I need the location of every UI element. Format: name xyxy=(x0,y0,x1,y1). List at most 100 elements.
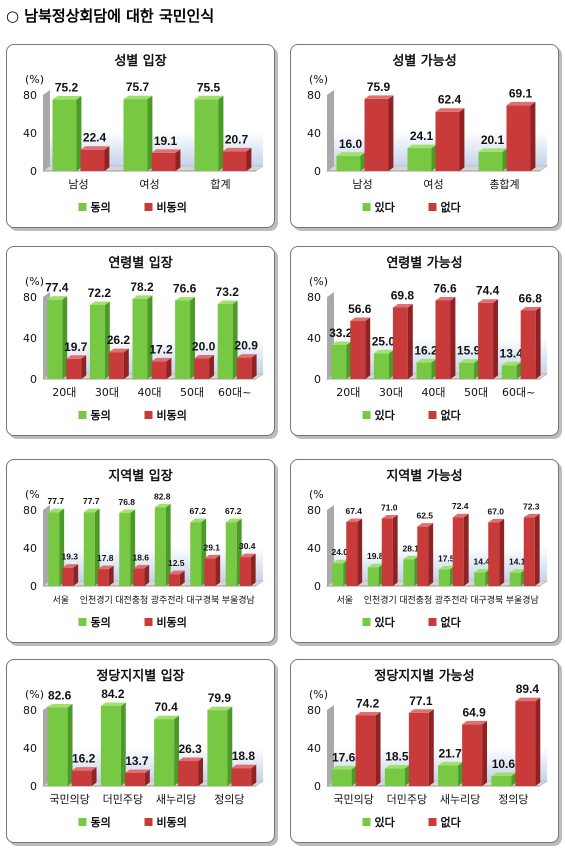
data-label: 18.5 xyxy=(385,749,409,763)
x-tick-label: 60대~ xyxy=(218,386,251,399)
bar-top xyxy=(350,317,371,321)
y-unit-label: (% xyxy=(25,488,40,501)
data-label: 75.9 xyxy=(367,80,391,94)
bar-series2 xyxy=(151,152,176,171)
data-label: 13.4 xyxy=(500,346,524,360)
y-tick-label: 80 xyxy=(23,89,37,102)
data-label: 71.0 xyxy=(381,503,398,513)
data-label: 64.9 xyxy=(462,705,486,719)
bar-side xyxy=(144,564,150,586)
x-tick-label: 대구경북 xyxy=(470,594,503,606)
y-tick-label: 0 xyxy=(30,165,37,178)
chart-gender-stance: 성별 입장 (%) 80 40 0 75.2 22.4 남성 75.7 19.1 여성 75.5 20.… xyxy=(23,53,264,214)
bar-series2 xyxy=(523,517,535,586)
data-label: 19.8 xyxy=(367,551,384,561)
legend-swatch-series2 xyxy=(428,411,437,419)
bar-top xyxy=(83,508,100,513)
x-tick-label: 대전충청 xyxy=(115,595,148,606)
y-unit-label: (%) xyxy=(25,688,44,701)
y-tick-label: 40 xyxy=(307,542,321,555)
legend-swatch-series2 xyxy=(428,618,437,626)
bar-top xyxy=(52,96,82,100)
bar-top xyxy=(154,503,171,508)
legend-label-series2: 비동의 xyxy=(157,815,187,829)
bar-side xyxy=(123,348,129,379)
x-tick-label: 60대~ xyxy=(502,386,535,399)
bar-side xyxy=(73,564,79,586)
bar-side xyxy=(346,341,352,379)
bar-top xyxy=(239,553,256,558)
page-title: ○ 남북정상회담에 대한 국민인식 xyxy=(6,7,215,25)
x-tick-label: 인천경기 xyxy=(364,594,397,606)
data-label: 69.8 xyxy=(391,288,415,302)
bar-series1 xyxy=(336,155,361,171)
data-label: 33.2 xyxy=(329,326,353,340)
x-tick-label: 부울경남 xyxy=(222,594,255,606)
bar-series1 xyxy=(89,304,105,379)
bar-side xyxy=(431,144,437,171)
bar-top xyxy=(438,565,455,570)
chart-party-possibility: 정당지지별 가능성 (%) 80 40 0 17.6 74.2 국민의당 18.5 77.1 더민주… xyxy=(307,668,548,829)
bar-top xyxy=(331,765,357,770)
bar-side xyxy=(407,303,413,379)
bar-top xyxy=(367,563,384,568)
bar-side xyxy=(351,765,357,786)
bar-side xyxy=(94,508,100,586)
x-tick-label: 대구경북 xyxy=(186,594,219,606)
bar-series2 xyxy=(435,111,460,171)
chart-title: 정당지지별 가능성 xyxy=(374,668,474,684)
bar-series1 xyxy=(367,567,379,586)
bar-series1 xyxy=(403,559,415,586)
x-tick-label: 인천경기 xyxy=(80,594,113,606)
legend-label-series1: 동의 xyxy=(91,200,111,214)
plot-side-wall xyxy=(327,705,334,786)
bar-side xyxy=(458,761,464,786)
x-tick-label: 30대 xyxy=(379,386,403,399)
legend-swatch-series1 xyxy=(362,818,371,826)
bar-side xyxy=(474,359,479,379)
bar-top xyxy=(194,355,214,359)
x-tick-label: 서울 xyxy=(336,595,353,606)
x-tick-label: 40대 xyxy=(137,386,161,399)
bar-top xyxy=(89,301,110,305)
bar-side xyxy=(450,296,456,379)
bar-top xyxy=(478,299,498,303)
data-label: 18.6 xyxy=(132,552,149,562)
data-label: 16.0 xyxy=(339,137,363,151)
data-label: 19.3 xyxy=(61,552,78,562)
bar-series1 xyxy=(100,706,121,786)
chart-title: 성별 가능성 xyxy=(392,53,456,69)
bar-top xyxy=(47,704,73,708)
bar-top xyxy=(336,152,366,156)
bar-top xyxy=(417,523,434,527)
bar-top xyxy=(217,300,238,304)
bar-top xyxy=(452,513,469,518)
chart-panel-region-possibility: 지역별 가능성 (% 80 40 0 24.0 67.4 서울 19.8 71.0 인천경기 28.1… xyxy=(290,459,559,643)
bar-series1 xyxy=(373,353,389,379)
data-label: 17.2 xyxy=(149,342,173,356)
data-label: 16.2 xyxy=(414,343,438,357)
bar-series2 xyxy=(236,357,252,379)
x-tick-label: 새누리당 xyxy=(440,793,480,806)
y-tick-label: 40 xyxy=(307,127,321,140)
legend-swatch-series2 xyxy=(144,411,153,419)
y-unit-label: (%) xyxy=(309,688,328,701)
bar-series1 xyxy=(416,362,432,379)
y-tick-label: 80 xyxy=(307,291,321,304)
chart-panel-gender-possibility: 성별 가능성 (%) 80 40 0 16.0 75.9 남성 24.1 62.4 여성 20.1 69… xyxy=(290,44,559,228)
legend-label-series1: 동의 xyxy=(91,615,111,629)
bar-series2 xyxy=(462,724,483,786)
bar-top xyxy=(168,570,185,575)
x-tick-label: 정의당 xyxy=(498,793,528,806)
data-label: 77.7 xyxy=(47,496,64,506)
data-label: 19.1 xyxy=(154,134,178,148)
bar-top xyxy=(346,518,363,522)
bar-series2 xyxy=(355,715,376,786)
bar-series1 xyxy=(491,775,512,786)
bar-top xyxy=(154,715,180,720)
bar-side xyxy=(209,355,214,379)
y-tick-label: 80 xyxy=(307,704,321,717)
data-label: 67.0 xyxy=(487,506,504,516)
data-label: 24.1 xyxy=(410,129,434,143)
bar-top xyxy=(175,296,195,301)
